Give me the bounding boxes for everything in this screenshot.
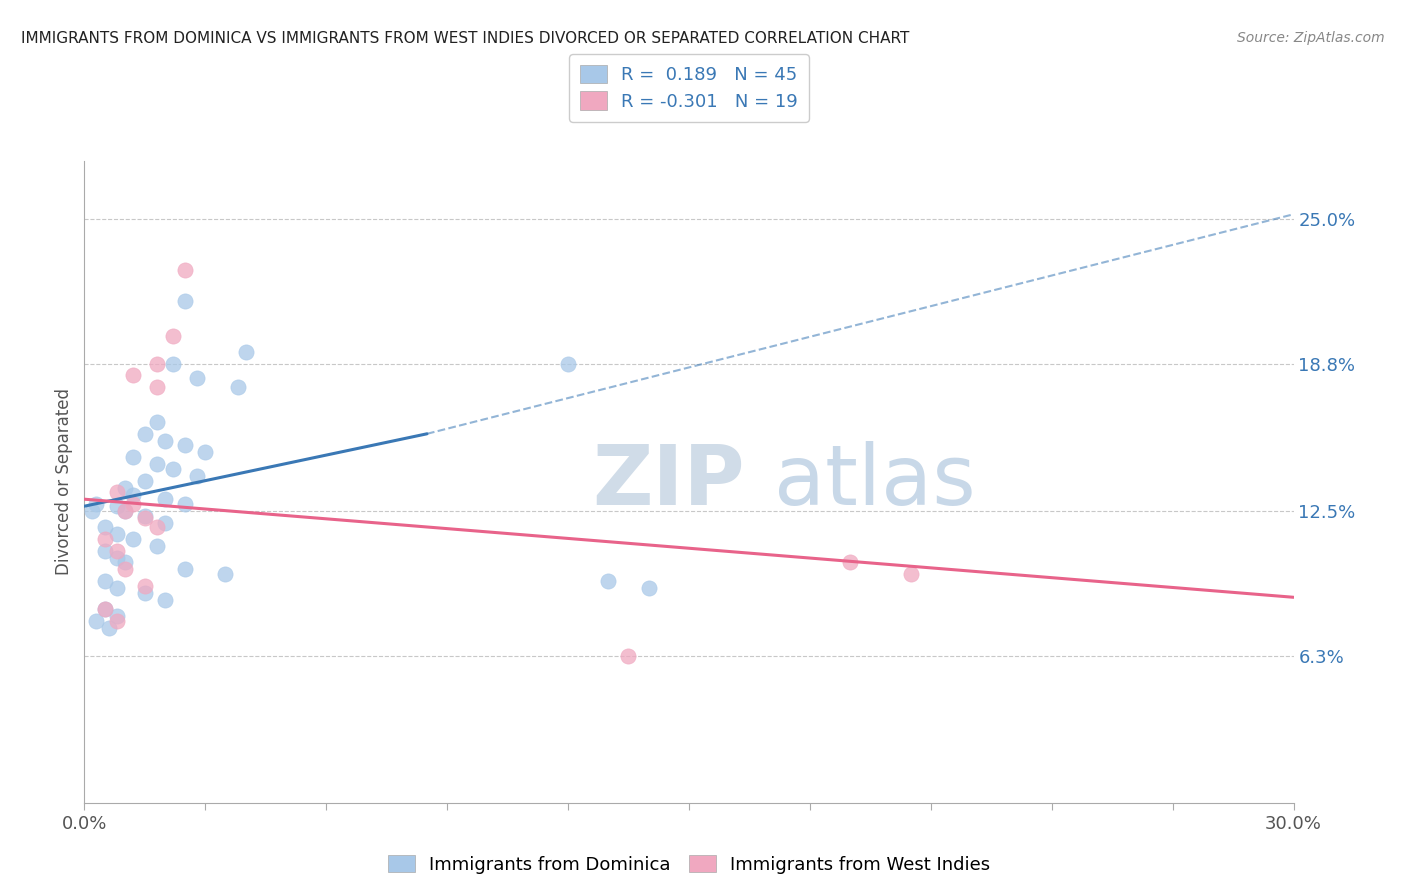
Point: [97, 621, 120, 635]
Point: [174, 562, 197, 576]
Text: atlas: atlas: [773, 442, 976, 522]
Point: [121, 497, 143, 511]
Point: [93, 520, 115, 534]
Point: [105, 485, 128, 500]
Point: [114, 504, 136, 518]
Point: [174, 293, 197, 308]
Point: [105, 550, 128, 565]
Point: [153, 434, 176, 448]
Point: [194, 445, 217, 459]
Point: [105, 499, 128, 513]
Point: [114, 481, 136, 495]
Point: [174, 438, 197, 452]
Point: [105, 614, 128, 628]
Point: [86, 614, 108, 628]
Point: [93, 543, 115, 558]
Point: [839, 555, 862, 569]
Point: [617, 648, 640, 663]
Point: [146, 380, 169, 394]
Point: [121, 450, 143, 465]
Point: [146, 520, 169, 534]
Point: [86, 497, 108, 511]
Point: [82, 504, 104, 518]
Point: [153, 592, 176, 607]
Point: [162, 357, 184, 371]
Point: [146, 539, 169, 553]
Point: [162, 462, 184, 476]
Point: [114, 555, 136, 569]
Point: [93, 602, 115, 616]
Point: [226, 380, 249, 394]
Point: [637, 581, 659, 595]
Point: [134, 474, 156, 488]
Point: [162, 328, 184, 343]
Point: [105, 543, 128, 558]
Point: [114, 504, 136, 518]
Point: [105, 527, 128, 541]
Point: [557, 357, 579, 371]
Point: [121, 532, 143, 546]
Point: [93, 574, 115, 588]
Point: [153, 516, 176, 530]
Point: [186, 468, 208, 483]
Point: [186, 370, 208, 384]
Point: [146, 457, 169, 471]
Point: [134, 426, 156, 441]
Legend: Immigrants from Dominica, Immigrants from West Indies: Immigrants from Dominica, Immigrants fro…: [381, 848, 997, 881]
Y-axis label: Divorced or Separated: Divorced or Separated: [55, 388, 73, 575]
Point: [134, 511, 156, 525]
Point: [174, 497, 197, 511]
Point: [598, 574, 620, 588]
Point: [105, 581, 128, 595]
Point: [93, 602, 115, 616]
Point: [121, 487, 143, 501]
Point: [174, 263, 197, 277]
Point: [114, 562, 136, 576]
Legend: R =  0.189   N = 45, R = -0.301   N = 19: R = 0.189 N = 45, R = -0.301 N = 19: [569, 54, 808, 121]
Point: [146, 357, 169, 371]
Point: [105, 609, 128, 624]
Point: [93, 532, 115, 546]
Point: [214, 566, 236, 581]
Point: [134, 508, 156, 523]
Point: [134, 585, 156, 599]
Point: [146, 415, 169, 429]
Point: [153, 492, 176, 507]
Point: [121, 368, 143, 383]
Text: ZIP: ZIP: [592, 442, 745, 522]
Text: IMMIGRANTS FROM DOMINICA VS IMMIGRANTS FROM WEST INDIES DIVORCED OR SEPARATED CO: IMMIGRANTS FROM DOMINICA VS IMMIGRANTS F…: [21, 31, 910, 46]
Point: [235, 345, 257, 359]
Text: Source: ZipAtlas.com: Source: ZipAtlas.com: [1237, 31, 1385, 45]
Point: [900, 566, 922, 581]
Point: [134, 579, 156, 593]
